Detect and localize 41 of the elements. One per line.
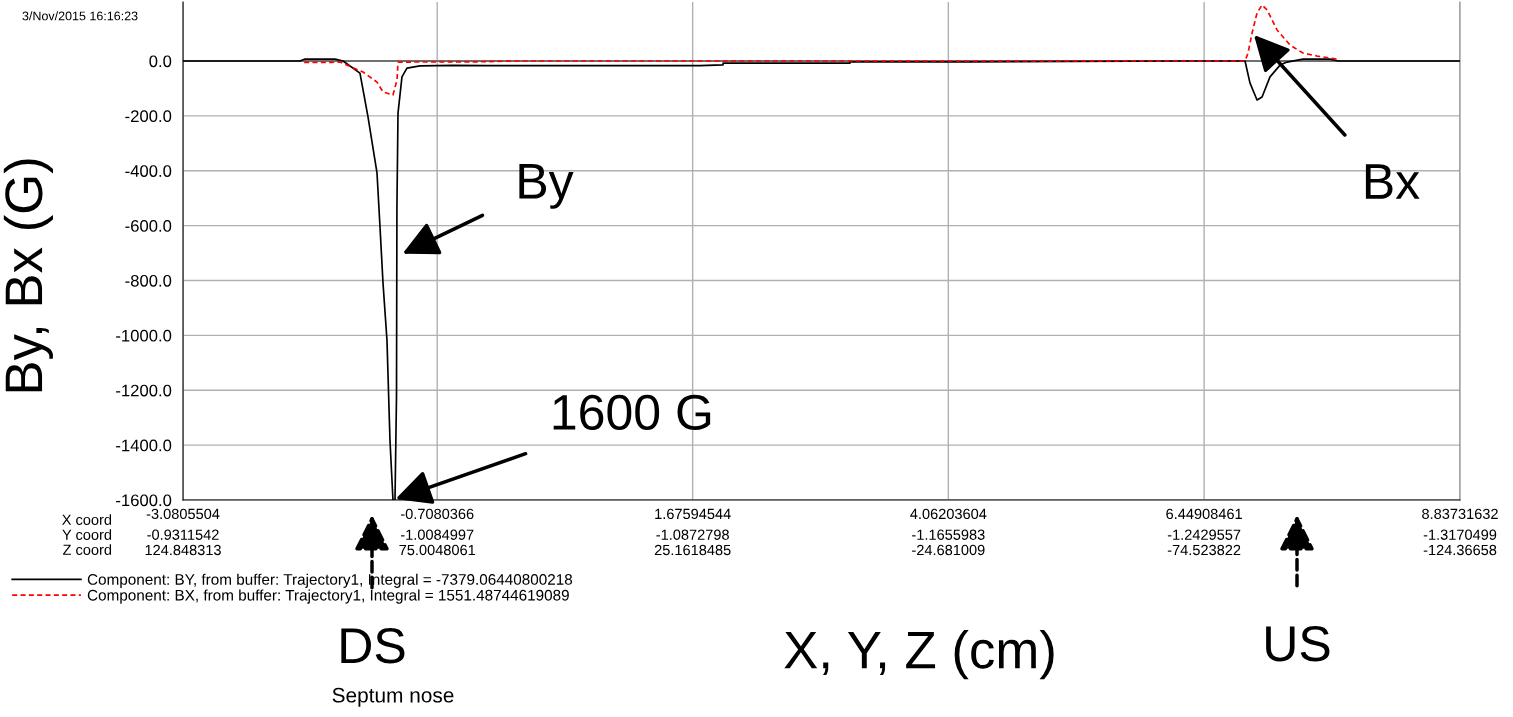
y-tick-label: -1200.0 xyxy=(116,384,172,397)
y-tick-label: -1600.0 xyxy=(116,494,172,507)
text: -0.9311542 xyxy=(147,529,219,540)
annotation: Bx xyxy=(1365,164,1420,199)
x-tick-label: -3.0805504 xyxy=(146,508,220,520)
x-tick-label: -0.7080366 xyxy=(400,508,474,520)
line-series xyxy=(303,4,1338,96)
y-tick-label: -1400.0 xyxy=(116,439,172,452)
text: -1.3170499 xyxy=(1423,529,1497,540)
text: -1.2429557 xyxy=(1167,529,1241,540)
text: 75.0048061 xyxy=(399,544,476,556)
text: -1.0084997 xyxy=(400,529,474,540)
annotation: 1600 G xyxy=(553,394,711,431)
y-tick-label: -400.0 xyxy=(125,165,172,177)
x-axis-title: X, Y, Z (cm) xyxy=(784,630,1054,680)
text: -1.1655983 xyxy=(912,529,985,540)
text: 25.1618485 xyxy=(654,544,731,556)
y-tick-label: -800.0 xyxy=(125,274,172,287)
text: Septum nose xyxy=(332,687,454,707)
text: -24.681009 xyxy=(912,544,985,556)
y-tick-label: -1000.0 xyxy=(116,329,172,342)
x-tick-label: 1.67594544 xyxy=(655,508,731,520)
text: 3/Nov/2015 16:16:23 xyxy=(22,11,138,21)
text: X coord xyxy=(62,514,112,525)
text: -74.523822 xyxy=(1167,544,1241,556)
y-tick-label: -200.0 xyxy=(125,110,172,123)
text: Z coord xyxy=(63,544,112,555)
text: -124.36658 xyxy=(1423,544,1497,556)
text: -1.0872798 xyxy=(656,529,729,540)
x-tick-label: 6.44908461 xyxy=(1166,508,1242,520)
y-tick-label: 0.0 xyxy=(149,55,172,68)
text: DS xyxy=(341,628,405,664)
annotation: By xyxy=(519,164,574,209)
x-tick-label: 8.83731632 xyxy=(1422,508,1498,520)
x-tick-label: 4.06203604 xyxy=(910,508,987,520)
text: 124.848313 xyxy=(145,544,221,556)
y-tick-label: -600.0 xyxy=(125,220,172,232)
text: Y coord xyxy=(62,529,112,540)
y-axis-title: By, Bx (G) xyxy=(3,159,53,392)
text: US xyxy=(1266,626,1330,662)
legend-label: Component: BX, from buffer: Trajectory1, Integral = 1551.48744619089 xyxy=(87,589,569,604)
